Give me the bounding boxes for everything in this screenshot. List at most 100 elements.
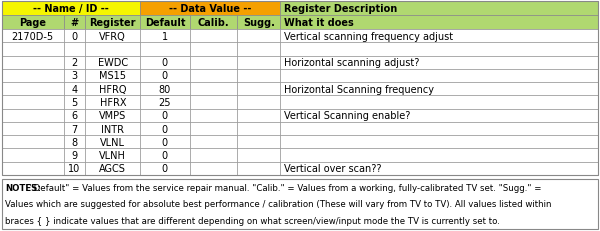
Bar <box>2 122 64 136</box>
Bar <box>190 70 238 83</box>
Bar <box>190 136 238 149</box>
Bar <box>280 70 598 83</box>
Bar <box>140 30 190 43</box>
Bar <box>238 96 280 109</box>
Bar <box>140 70 190 83</box>
Bar <box>280 30 598 43</box>
Bar <box>64 96 85 109</box>
Bar <box>140 2 280 16</box>
Bar <box>85 122 140 136</box>
Bar <box>2 2 140 16</box>
Bar <box>64 43 85 56</box>
Text: AGCS: AGCS <box>100 164 126 174</box>
Bar <box>190 149 238 162</box>
Bar <box>140 122 190 136</box>
Text: 0: 0 <box>162 124 168 134</box>
Bar <box>64 70 85 83</box>
Text: 2: 2 <box>71 58 77 68</box>
Bar <box>85 83 140 96</box>
Bar <box>85 109 140 122</box>
Text: Calib.: Calib. <box>198 18 229 28</box>
Bar <box>280 2 598 16</box>
Bar <box>64 162 85 175</box>
Bar <box>140 56 190 70</box>
Bar <box>140 16 190 30</box>
Bar <box>140 136 190 149</box>
Text: HFRQ: HFRQ <box>99 84 127 94</box>
Text: 7: 7 <box>71 124 77 134</box>
Bar <box>2 43 64 56</box>
Bar <box>140 109 190 122</box>
Text: 5: 5 <box>71 97 77 108</box>
Text: 8: 8 <box>71 137 77 147</box>
Bar <box>280 122 598 136</box>
Text: 0: 0 <box>162 111 168 121</box>
Text: MS15: MS15 <box>99 71 126 81</box>
Bar <box>2 56 64 70</box>
Bar <box>140 162 190 175</box>
Text: VLNH: VLNH <box>100 150 126 160</box>
Bar <box>2 30 64 43</box>
Bar <box>2 96 64 109</box>
Bar <box>2 179 598 229</box>
Text: 0: 0 <box>162 58 168 68</box>
Bar <box>2 2 598 175</box>
Text: 80: 80 <box>159 84 171 94</box>
Bar <box>238 83 280 96</box>
Bar <box>85 149 140 162</box>
Text: Default: Default <box>145 18 185 28</box>
Bar <box>190 109 238 122</box>
Bar <box>238 43 280 56</box>
Bar <box>85 56 140 70</box>
Text: 9: 9 <box>71 150 77 160</box>
Bar <box>85 30 140 43</box>
Bar <box>2 136 64 149</box>
Text: VFRQ: VFRQ <box>100 31 126 41</box>
Bar <box>190 30 238 43</box>
Bar <box>140 43 190 56</box>
Bar <box>64 30 85 43</box>
Text: 4: 4 <box>71 84 77 94</box>
Text: VMPS: VMPS <box>99 111 127 121</box>
Text: VLNL: VLNL <box>100 137 125 147</box>
Text: What it does: What it does <box>284 18 354 28</box>
Text: Register Description: Register Description <box>284 4 397 14</box>
Text: Horizontal scanning adjust?: Horizontal scanning adjust? <box>284 58 419 68</box>
Bar <box>64 136 85 149</box>
Bar <box>64 122 85 136</box>
Text: Vertical Scanning enable?: Vertical Scanning enable? <box>284 111 410 121</box>
Text: #: # <box>70 18 79 28</box>
Text: INTR: INTR <box>101 124 124 134</box>
Bar <box>85 162 140 175</box>
Bar <box>238 56 280 70</box>
Bar <box>280 96 598 109</box>
Text: Vertical scanning frequency adjust: Vertical scanning frequency adjust <box>284 31 453 41</box>
Text: 25: 25 <box>158 97 171 108</box>
Bar <box>280 136 598 149</box>
Bar <box>64 16 85 30</box>
Bar <box>280 149 598 162</box>
Bar <box>85 70 140 83</box>
Text: 2170D-5: 2170D-5 <box>12 31 54 41</box>
Bar <box>2 149 64 162</box>
Bar <box>2 16 64 30</box>
Text: 0: 0 <box>162 164 168 174</box>
Text: Vertical over scan??: Vertical over scan?? <box>284 164 382 174</box>
Bar <box>2 83 64 96</box>
Text: Sugg.: Sugg. <box>243 18 275 28</box>
Bar <box>2 70 64 83</box>
Bar <box>238 109 280 122</box>
Bar <box>85 96 140 109</box>
Text: EWDC: EWDC <box>98 58 128 68</box>
Bar <box>64 83 85 96</box>
Text: -- Name / ID --: -- Name / ID -- <box>33 4 109 14</box>
Bar <box>190 96 238 109</box>
Text: "Default" = Values from the service repair manual. "Calib." = Values from a work: "Default" = Values from the service repa… <box>25 183 542 192</box>
Bar <box>140 83 190 96</box>
Bar <box>238 136 280 149</box>
Bar <box>238 30 280 43</box>
Bar <box>190 83 238 96</box>
Bar <box>2 109 64 122</box>
Text: 3: 3 <box>71 71 77 81</box>
Bar <box>238 149 280 162</box>
